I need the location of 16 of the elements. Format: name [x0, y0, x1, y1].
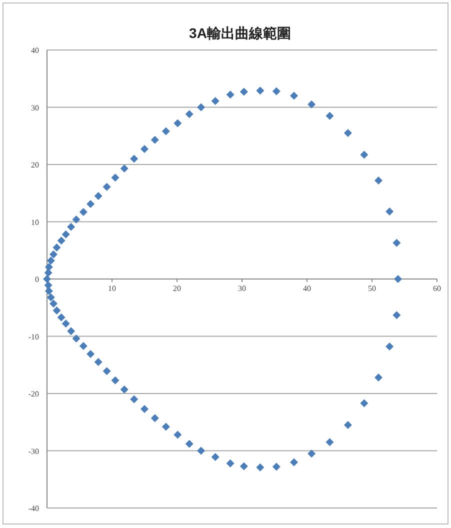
x-tick-label: 60 — [433, 284, 441, 293]
title: 3A輸出曲線範圍 — [189, 25, 291, 41]
y-tick-label: 10 — [31, 218, 39, 227]
x-tick-label: 20 — [173, 284, 181, 293]
y-tick-label: 30 — [31, 103, 39, 112]
x-tick-label: 10 — [108, 284, 116, 293]
y-tick-label: -20 — [28, 390, 39, 398]
y-tick-label: -30 — [28, 446, 39, 456]
y-tick-label: -10 — [28, 332, 39, 342]
y-tick-label: 0 — [35, 275, 39, 284]
x-tick-label: 40 — [303, 284, 311, 293]
y-tick-label: 20 — [31, 160, 39, 170]
y-tick-label: -40 — [28, 504, 39, 513]
y-tick-label: 40 — [31, 46, 39, 55]
x-tick-label: 30 — [238, 284, 246, 293]
x-tick-label: 50 — [368, 284, 376, 293]
